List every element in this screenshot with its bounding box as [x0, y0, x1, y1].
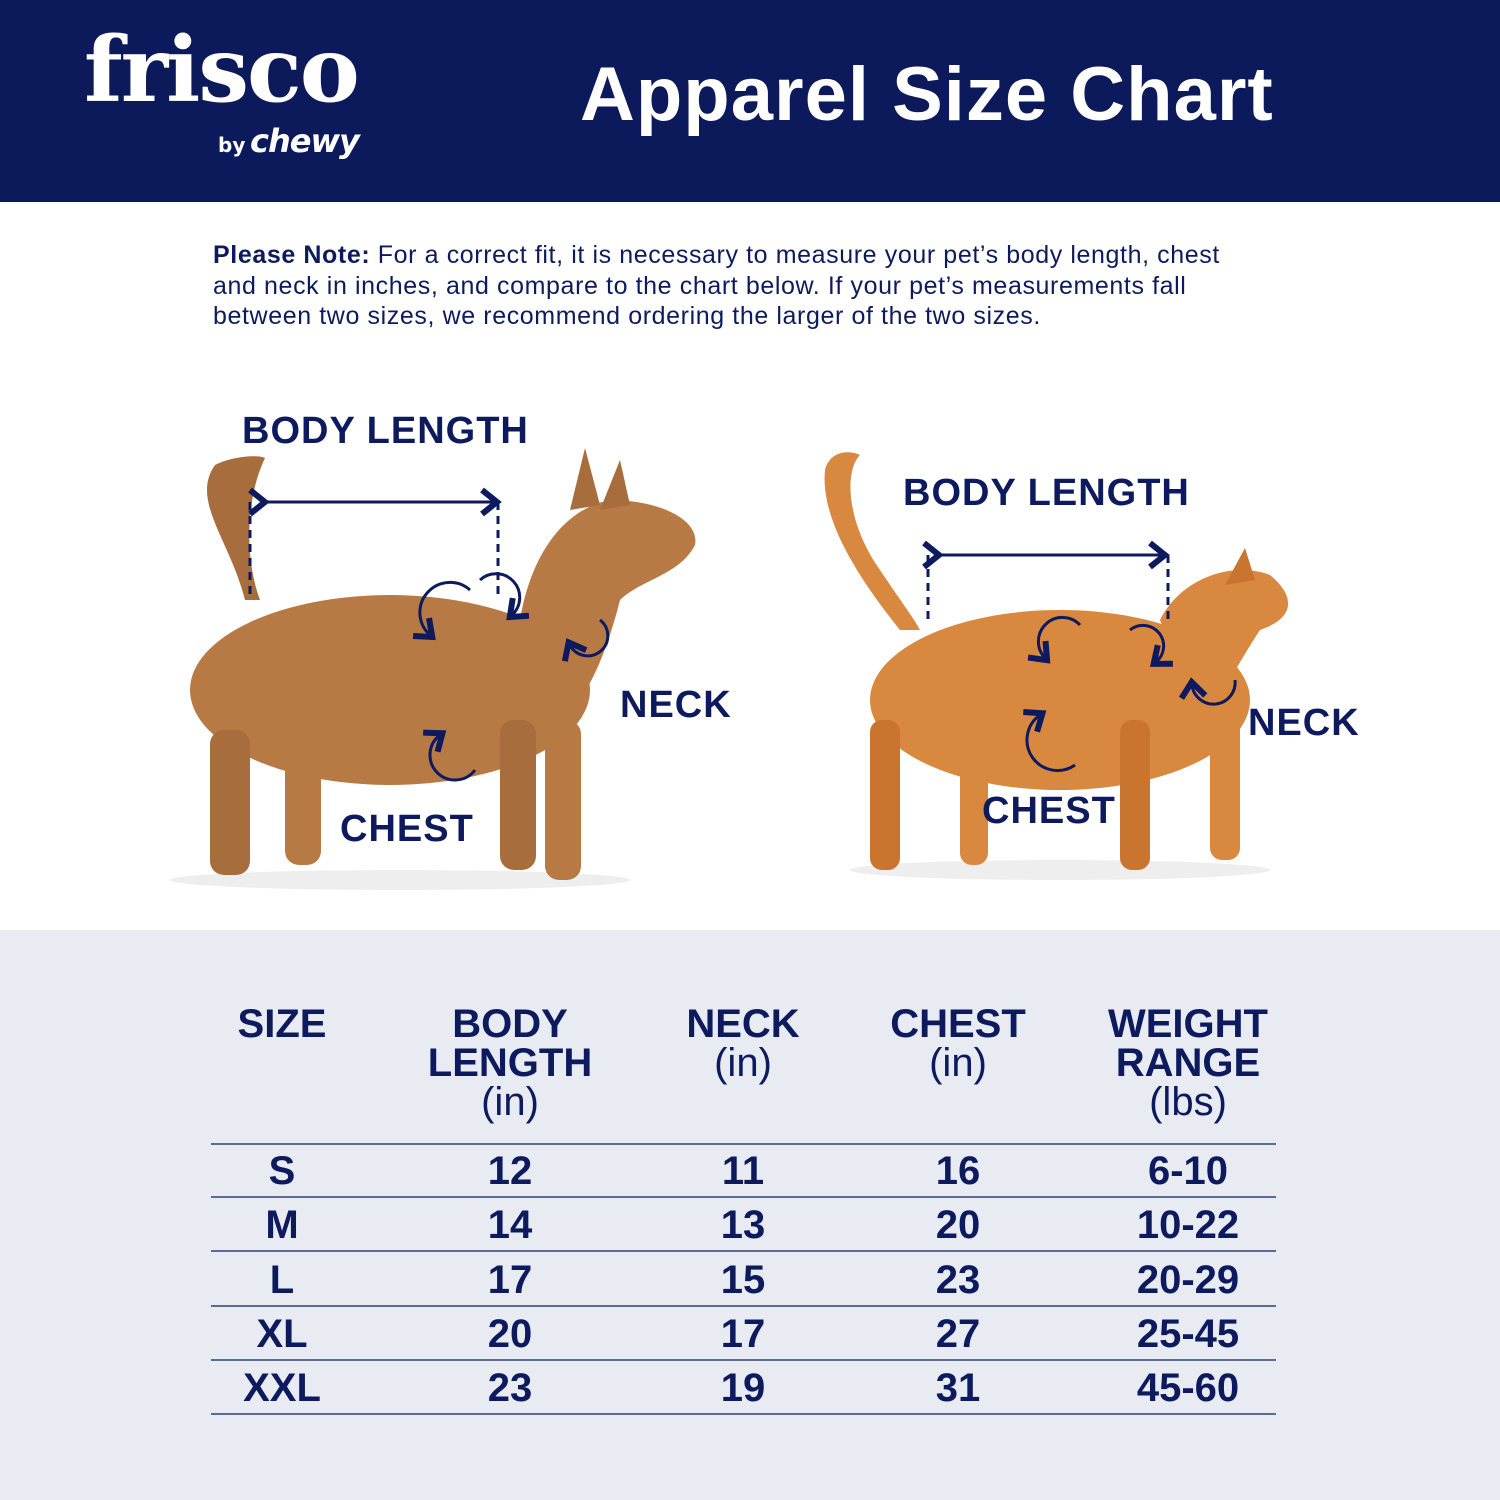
- cat-chest-label: CHEST: [982, 790, 1116, 832]
- header-banner: frisco by chewy Apparel Size Chart: [0, 0, 1500, 202]
- cell-weight-range: 6-10: [1147, 1149, 1229, 1193]
- cell-size: S: [268, 1149, 296, 1193]
- cell-chest: 16: [935, 1149, 981, 1193]
- cell-neck: 17: [720, 1311, 766, 1356]
- column-header-chest: CHEST (in): [890, 1002, 1026, 1085]
- dog-neck-label: NECK: [620, 684, 732, 726]
- cell-body-length: 23: [487, 1366, 533, 1411]
- cell-size: XXL: [243, 1366, 321, 1411]
- cell-chest: 23: [935, 1257, 981, 1302]
- cell-neck: 11: [721, 1149, 765, 1193]
- cell-body-length: 12: [487, 1149, 533, 1193]
- column-header-body-length: BODY LENGTH (in): [427, 1002, 593, 1124]
- cell-neck: 13: [720, 1203, 766, 1248]
- cat-body-length-label: BODY LENGTH: [903, 472, 1190, 514]
- cell-weight-range: 10-22: [1136, 1203, 1240, 1248]
- logo-by-text: by: [218, 133, 246, 157]
- note-label: Please Note:: [213, 241, 371, 269]
- size-table-area: [0, 930, 1500, 1500]
- cell-weight-range: 20-29: [1136, 1257, 1240, 1302]
- cell-chest: 31: [935, 1366, 981, 1411]
- cell-size: XL: [256, 1311, 308, 1356]
- cell-weight-range: 45-60: [1136, 1366, 1240, 1411]
- table-row: L 17 15 23 20-29: [211, 1253, 1276, 1307]
- note-text: For a correct fit, it is necessary to me…: [213, 241, 1220, 330]
- cell-body-length: 20: [487, 1311, 533, 1356]
- cell-chest: 27: [935, 1311, 981, 1356]
- frisco-logo: frisco: [84, 17, 360, 123]
- cell-size: M: [265, 1203, 299, 1248]
- cat-neck-label: NECK: [1248, 702, 1360, 744]
- cell-weight-range: 25-45: [1136, 1311, 1240, 1356]
- cell-chest: 20: [935, 1203, 981, 1248]
- column-header-neck: NECK (in): [686, 1002, 800, 1085]
- header-divider: [211, 1143, 1276, 1145]
- table-row: XXL 23 19 31 45-60: [211, 1361, 1276, 1416]
- page-title: Apparel Size Chart: [580, 52, 1274, 137]
- cell-size: L: [269, 1257, 295, 1302]
- cell-neck: 19: [720, 1366, 766, 1411]
- table-row: S 12 11 16 6-10: [211, 1144, 1276, 1198]
- dog-chest-label: CHEST: [340, 808, 474, 850]
- column-header-weight-range: WEIGHT RANGE (lbs): [1108, 1002, 1268, 1124]
- fit-note: Please Note: For a correct fit, it is ne…: [213, 240, 1253, 332]
- table-row: XL 20 17 27 25-45: [211, 1307, 1276, 1361]
- cell-body-length: 14: [487, 1203, 533, 1248]
- measurement-illustration: [170, 448, 1289, 890]
- cell-neck: 15: [720, 1257, 766, 1302]
- dog-body-length-label: BODY LENGTH: [242, 410, 529, 452]
- table-row: M 14 13 20 10-22: [211, 1198, 1276, 1253]
- dog-measure-marks: [248, 487, 610, 782]
- dog-image: [170, 448, 696, 890]
- cat-measure-marks: [922, 540, 1237, 773]
- cell-body-length: 17: [487, 1257, 533, 1302]
- column-header-size: SIZE: [237, 1002, 327, 1046]
- chewy-logo: chewy: [250, 122, 360, 160]
